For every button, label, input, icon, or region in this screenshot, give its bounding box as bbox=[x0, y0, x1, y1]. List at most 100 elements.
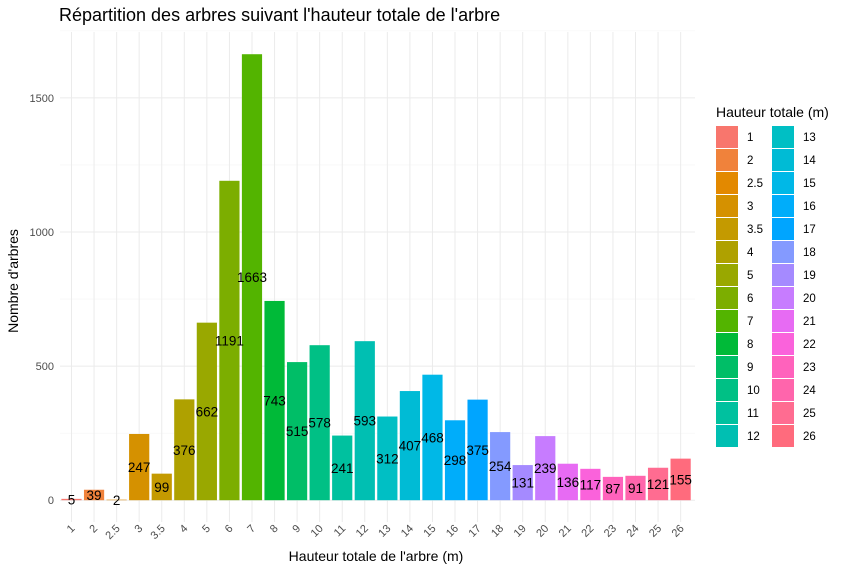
legend-item-17: 17 bbox=[772, 218, 816, 240]
data-label-17: 375 bbox=[466, 443, 489, 458]
legend-label: 18 bbox=[803, 247, 816, 259]
legend-swatch bbox=[716, 126, 738, 148]
bars-group bbox=[61, 54, 691, 501]
y-tick-label: 1000 bbox=[30, 227, 54, 239]
legend-swatch bbox=[772, 126, 794, 148]
legend-item-13: 13 bbox=[772, 126, 816, 148]
legend-swatch bbox=[772, 149, 794, 171]
legend-swatch bbox=[716, 195, 738, 217]
legend-swatch bbox=[716, 172, 738, 194]
legend-swatch bbox=[716, 218, 738, 240]
bar-22 bbox=[580, 468, 601, 501]
legend-item-19: 19 bbox=[772, 264, 816, 286]
legend-swatch bbox=[772, 172, 794, 194]
y-tick-label: 500 bbox=[36, 361, 54, 373]
legend-label: 22 bbox=[803, 339, 816, 351]
x-axis-ticks: 1 2 2.5 3 3.5 4 5 6 7 8 9 10 11 12 13 14 15 16 17 18 19 20 21 2… bbox=[65, 523, 687, 542]
legend-label: 8 bbox=[747, 339, 753, 351]
x-tick-label: 12 bbox=[354, 523, 371, 540]
legend-label: 24 bbox=[803, 385, 816, 397]
legend-label: 21 bbox=[803, 316, 816, 328]
legend-label: 25 bbox=[803, 408, 816, 420]
data-label-3.5: 99 bbox=[154, 480, 169, 495]
bar-18 bbox=[490, 432, 511, 501]
x-tick-label: 6 bbox=[223, 523, 236, 536]
legend-label: 14 bbox=[803, 155, 816, 167]
bar-24 bbox=[625, 475, 646, 501]
legend-swatch bbox=[716, 402, 738, 424]
data-label-6: 1191 bbox=[215, 333, 244, 348]
legend-swatch bbox=[716, 425, 738, 447]
bar-2.5 bbox=[106, 499, 127, 501]
data-label-4: 376 bbox=[173, 443, 196, 458]
bar-21 bbox=[557, 463, 578, 501]
legend-item-14: 14 bbox=[772, 149, 816, 171]
x-tick-label: 26 bbox=[670, 523, 687, 540]
x-tick-label: 23 bbox=[602, 523, 619, 540]
data-label-24: 91 bbox=[628, 481, 643, 496]
chart-title: Répartition des arbres suivant l'hauteur… bbox=[59, 5, 500, 25]
x-tick-label: 14 bbox=[399, 523, 416, 540]
legend-swatch bbox=[716, 264, 738, 286]
bar-8 bbox=[264, 300, 285, 501]
legend-label: 9 bbox=[747, 362, 753, 374]
x-axis-title: Hauteur totale de l'arbre (m) bbox=[289, 548, 464, 564]
legend-label: 2.5 bbox=[747, 178, 763, 190]
bar-1 bbox=[61, 498, 82, 501]
x-tick-label: 25 bbox=[647, 523, 664, 540]
bar-17 bbox=[467, 399, 488, 501]
data-label-15: 468 bbox=[421, 430, 444, 445]
legend-swatch bbox=[772, 287, 794, 309]
x-tick-label: 10 bbox=[309, 523, 326, 540]
bar-9 bbox=[287, 362, 308, 501]
data-label-5: 662 bbox=[196, 404, 219, 419]
bar-6 bbox=[219, 180, 240, 501]
bar-20 bbox=[535, 436, 556, 501]
legend-item-22: 22 bbox=[772, 333, 816, 355]
legend-item-23: 23 bbox=[772, 356, 816, 378]
data-label-7: 1663 bbox=[237, 270, 267, 285]
legend-label: 26 bbox=[803, 431, 816, 443]
x-tick-label: 11 bbox=[332, 523, 349, 540]
legend-label: 20 bbox=[803, 293, 816, 305]
data-label-11: 241 bbox=[331, 461, 354, 476]
legend-items: 122.533.54567891011121314151617181920212… bbox=[716, 126, 816, 447]
data-label-20: 239 bbox=[534, 461, 557, 476]
data-label-9: 515 bbox=[286, 424, 309, 439]
data-label-10: 578 bbox=[308, 416, 331, 431]
y-axis-title: Nombre d'arbres bbox=[5, 229, 21, 333]
legend-item-10: 10 bbox=[716, 379, 760, 401]
bar-7 bbox=[241, 54, 263, 501]
data-label-2: 39 bbox=[87, 488, 102, 503]
data-label-19: 131 bbox=[511, 476, 534, 491]
x-tick-label: 13 bbox=[376, 523, 393, 540]
bar-23 bbox=[602, 476, 624, 501]
legend-item-26: 26 bbox=[772, 425, 816, 447]
legend-swatch bbox=[772, 264, 794, 286]
x-tick-label: 9 bbox=[290, 523, 303, 536]
bar-2 bbox=[83, 489, 105, 501]
bar-4 bbox=[174, 399, 195, 501]
x-tick-label: 8 bbox=[268, 523, 281, 536]
bar-3.5 bbox=[151, 473, 172, 501]
y-tick-label: 1500 bbox=[30, 93, 54, 105]
legend-label: 11 bbox=[747, 408, 759, 420]
data-label-3: 247 bbox=[128, 460, 151, 475]
legend-item-18: 18 bbox=[772, 241, 816, 263]
legend-swatch bbox=[716, 241, 738, 263]
legend-item-12: 12 bbox=[716, 425, 760, 447]
data-label-22: 117 bbox=[580, 478, 602, 493]
legend-swatch bbox=[716, 287, 738, 309]
legend-label: 7 bbox=[747, 316, 753, 328]
legend-swatch bbox=[772, 241, 794, 263]
bar-14 bbox=[399, 391, 420, 501]
legend-item-9: 9 bbox=[716, 356, 753, 378]
legend-item-5: 5 bbox=[716, 264, 753, 286]
data-label-16: 298 bbox=[444, 453, 467, 468]
data-label-25: 121 bbox=[647, 477, 670, 492]
legend-item-3.5: 3.5 bbox=[716, 218, 763, 240]
legend-label: 15 bbox=[803, 178, 816, 190]
data-label-26: 155 bbox=[669, 472, 692, 487]
data-label-2.5: 2 bbox=[113, 493, 121, 508]
x-tick-label: 19 bbox=[512, 523, 529, 540]
